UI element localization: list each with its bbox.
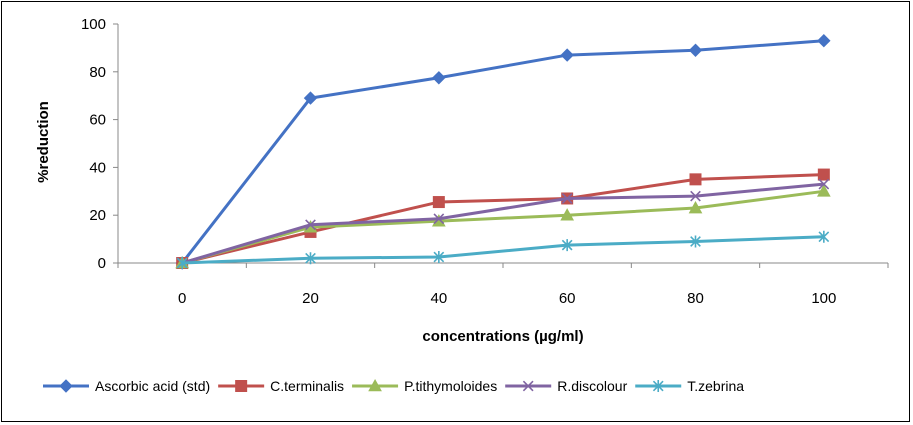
series-layer xyxy=(175,34,831,270)
y-tick-label: 0 xyxy=(98,255,106,272)
series-2 xyxy=(175,184,831,269)
data-point xyxy=(433,251,445,264)
series-3 xyxy=(176,178,830,269)
data-point xyxy=(522,380,534,392)
y-axis-title: %reduction xyxy=(35,101,52,183)
data-point xyxy=(368,378,382,392)
legend: Ascorbic acid (std) C.terminalis P.tithymo… xyxy=(43,378,744,394)
y-tick-label: 80 xyxy=(89,64,106,81)
data-point xyxy=(690,190,701,202)
legend-label: P.tithymoloides xyxy=(404,378,497,394)
data-point xyxy=(560,48,574,62)
legend-item: Ascorbic acid (std) xyxy=(43,378,210,394)
data-point xyxy=(561,239,573,252)
data-point xyxy=(433,213,445,225)
legend-item: T.zebrina xyxy=(635,378,744,394)
x-tick-label: 40 xyxy=(430,290,447,307)
x-axis-title: concentrations (µg/ml) xyxy=(422,328,583,345)
data-point xyxy=(303,91,318,105)
y-tick-label: 60 xyxy=(89,112,106,129)
series-line xyxy=(182,235,824,265)
data-point xyxy=(59,379,73,393)
legend-label: C.terminalis xyxy=(270,378,344,394)
legend-item: C.terminalis xyxy=(218,378,344,394)
data-point xyxy=(652,380,664,392)
legend-label: T.zebrina xyxy=(687,378,744,394)
data-point xyxy=(690,235,701,248)
series-4 xyxy=(176,230,830,269)
data-point xyxy=(688,201,703,214)
x-tick-label: 100 xyxy=(811,290,836,307)
legend-item: P.tithymoloides xyxy=(352,378,497,394)
data-point xyxy=(816,184,831,197)
legend-label: Ascorbic acid (std) xyxy=(95,378,210,394)
y-axis-ticks: 0 20 40 60 80 100 xyxy=(81,16,118,272)
data-point xyxy=(818,230,830,243)
x-tick-label: 80 xyxy=(687,290,704,307)
data-point xyxy=(817,168,830,181)
data-point xyxy=(689,173,702,186)
x-axis-ticks: 0 20 40 60 80 100 xyxy=(117,263,889,307)
y-tick-label: 100 xyxy=(81,16,106,33)
data-point xyxy=(432,196,445,209)
data-point xyxy=(561,193,573,204)
series-line xyxy=(181,173,824,265)
data-point xyxy=(305,252,316,265)
data-point xyxy=(176,257,188,269)
legend-item: R.discolour xyxy=(505,378,628,394)
x-tick-label: 20 xyxy=(302,290,319,307)
data-point xyxy=(688,43,703,57)
y-tick-label: 40 xyxy=(89,159,106,176)
series-0 xyxy=(175,34,831,270)
data-point xyxy=(305,219,316,231)
series-line xyxy=(181,182,824,265)
x-tick-label: 0 xyxy=(178,290,186,307)
data-point xyxy=(431,214,446,227)
data-point xyxy=(235,380,248,392)
data-point xyxy=(432,71,446,85)
axes xyxy=(117,24,888,264)
series-line xyxy=(181,189,825,265)
legend-label: R.discolour xyxy=(557,378,627,394)
y-tick-label: 20 xyxy=(89,207,106,224)
data-point xyxy=(818,178,830,190)
series-line xyxy=(180,39,824,264)
x-tick-label: 60 xyxy=(559,290,576,307)
data-point xyxy=(560,208,575,221)
data-point xyxy=(817,34,831,48)
